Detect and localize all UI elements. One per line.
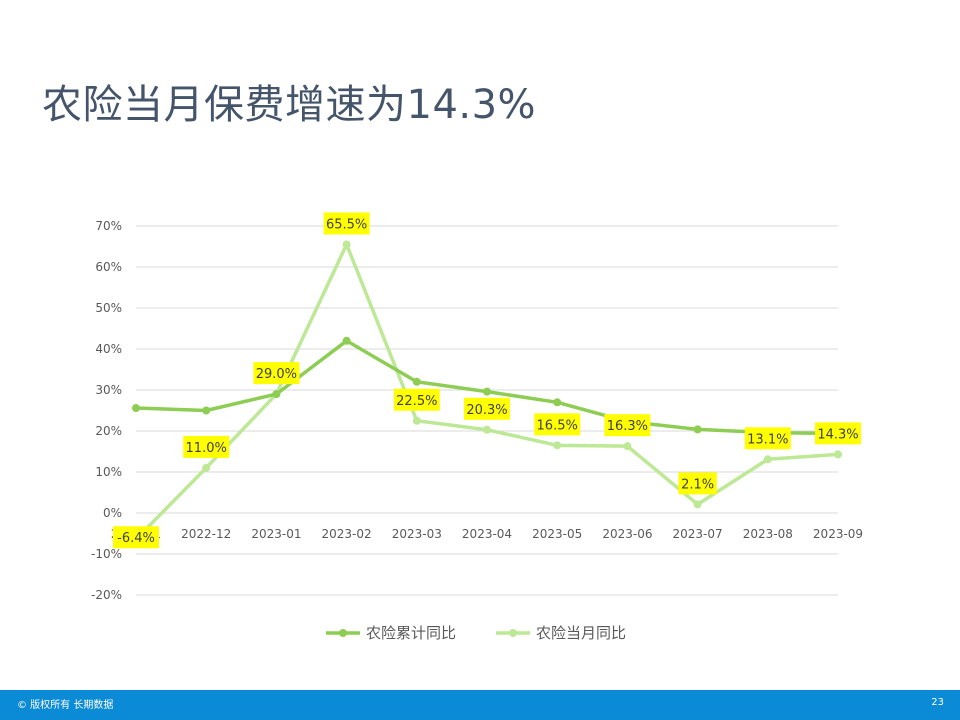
y-tick-label: 0% bbox=[103, 506, 122, 520]
data-label-text: 13.1% bbox=[747, 432, 788, 447]
data-label-text: -6.4% bbox=[117, 531, 155, 546]
x-tick-label: 2022-12 bbox=[181, 527, 231, 541]
data-label-bg bbox=[744, 427, 791, 450]
y-tick-label: 70% bbox=[95, 219, 122, 233]
y-tick-label: -20% bbox=[91, 588, 122, 602]
footer-bar: © 版权所有 长期数据 23 bbox=[0, 690, 960, 720]
y-tick-label: 30% bbox=[95, 383, 122, 397]
data-label-text: 14.3% bbox=[817, 427, 858, 442]
data-point bbox=[132, 404, 140, 413]
data-point bbox=[763, 455, 772, 464]
chart-series bbox=[132, 240, 842, 544]
data-point bbox=[202, 463, 211, 472]
chart: 70%60%50%40%30%20%10%0%-10%-20% 2022-112… bbox=[91, 212, 863, 642]
data-label-text: 65.5% bbox=[326, 217, 367, 232]
series-cumulative bbox=[132, 336, 842, 438]
data-label-text: 29.0% bbox=[256, 367, 297, 382]
x-tick-label: 2023-07 bbox=[673, 527, 723, 541]
legend-item: 农险累计同比 bbox=[326, 624, 456, 642]
data-label-text: 2.1% bbox=[681, 477, 714, 492]
data-point bbox=[553, 441, 562, 450]
y-tick-label: 60% bbox=[95, 260, 122, 274]
data-label-text: 11.0% bbox=[186, 441, 227, 456]
data-label-text: 20.3% bbox=[466, 403, 507, 418]
legend-swatch-marker bbox=[509, 629, 517, 637]
y-tick-label: 10% bbox=[95, 465, 122, 479]
legend-label: 农险当月同比 bbox=[536, 624, 626, 642]
data-label: 20.3% bbox=[464, 397, 510, 420]
y-axis-ticks: 70% 60% 50% 40% 30% 20% 10% 0% -10% -20% bbox=[91, 219, 122, 602]
data-point bbox=[623, 442, 632, 451]
data-label-text: 16.5% bbox=[537, 418, 578, 433]
data-label-text: 22.5% bbox=[396, 394, 437, 409]
page-title: 农险当月保费增速为14.3% bbox=[42, 82, 537, 128]
x-axis-ticks: 2022-112022-122023-012023-022023-032023-… bbox=[111, 527, 863, 541]
chart-data-labels: -6.4% 11.0% 29.0% 65.5% 22.5% 20.3% 16.5% 16.3%… bbox=[113, 212, 861, 549]
data-label-bg bbox=[678, 472, 717, 495]
data-point bbox=[272, 390, 281, 399]
data-point bbox=[483, 425, 491, 434]
data-label-bg bbox=[393, 388, 440, 411]
y-tick-label: -10% bbox=[91, 547, 122, 561]
x-tick-label: 2023-09 bbox=[813, 527, 863, 541]
data-label-bg bbox=[534, 413, 581, 436]
data-label-bg bbox=[253, 362, 300, 385]
legend-swatch-marker bbox=[339, 629, 347, 637]
chart-legend: 农险累计同比 农险当月同比 bbox=[326, 624, 626, 642]
data-point bbox=[202, 406, 211, 415]
data-point bbox=[412, 377, 421, 386]
x-tick-label: 2023-02 bbox=[322, 527, 372, 541]
legend-label: 农险累计同比 bbox=[366, 624, 456, 642]
data-label: -6.4% bbox=[113, 526, 159, 549]
y-tick-label: 40% bbox=[95, 342, 122, 356]
data-point bbox=[834, 450, 842, 459]
data-label: 22.5% bbox=[393, 388, 440, 411]
data-point bbox=[693, 500, 702, 509]
data-point bbox=[412, 416, 421, 425]
data-label: 14.3% bbox=[815, 422, 861, 445]
data-point bbox=[693, 425, 702, 434]
data-point bbox=[342, 336, 351, 345]
x-tick-label: 2023-04 bbox=[462, 527, 512, 541]
data-label-bg bbox=[323, 212, 370, 235]
data-point bbox=[483, 387, 491, 396]
x-tick-label: 2023-05 bbox=[532, 527, 582, 541]
data-label: 29.0% bbox=[253, 362, 300, 385]
x-tick-label: 2023-03 bbox=[392, 527, 442, 541]
series-monthly bbox=[132, 240, 842, 544]
data-label-bg bbox=[604, 414, 651, 437]
data-label-text: 16.3% bbox=[607, 419, 648, 434]
data-label: 11.0% bbox=[183, 435, 230, 458]
x-tick-label: 2023-06 bbox=[602, 527, 652, 541]
y-tick-label: 20% bbox=[95, 424, 122, 438]
footer-copyright: © 版权所有 长期数据 bbox=[17, 700, 114, 711]
x-tick-label: 2023-01 bbox=[251, 527, 301, 541]
x-tick-label: 2023-08 bbox=[743, 527, 793, 541]
data-label-bg bbox=[464, 397, 510, 420]
data-label: 16.5% bbox=[534, 413, 581, 436]
data-point bbox=[553, 398, 562, 407]
data-label: 16.3% bbox=[604, 414, 651, 437]
data-point bbox=[342, 240, 351, 249]
page-number: 23 bbox=[931, 697, 944, 708]
data-label: 2.1% bbox=[678, 472, 717, 495]
data-label-bg bbox=[113, 526, 159, 549]
data-label-bg bbox=[815, 422, 861, 445]
data-label: 13.1% bbox=[744, 427, 791, 450]
data-label-bg bbox=[183, 435, 230, 458]
legend-item: 农险当月同比 bbox=[496, 624, 626, 642]
data-label: 65.5% bbox=[323, 212, 370, 235]
y-tick-label: 50% bbox=[95, 301, 122, 315]
